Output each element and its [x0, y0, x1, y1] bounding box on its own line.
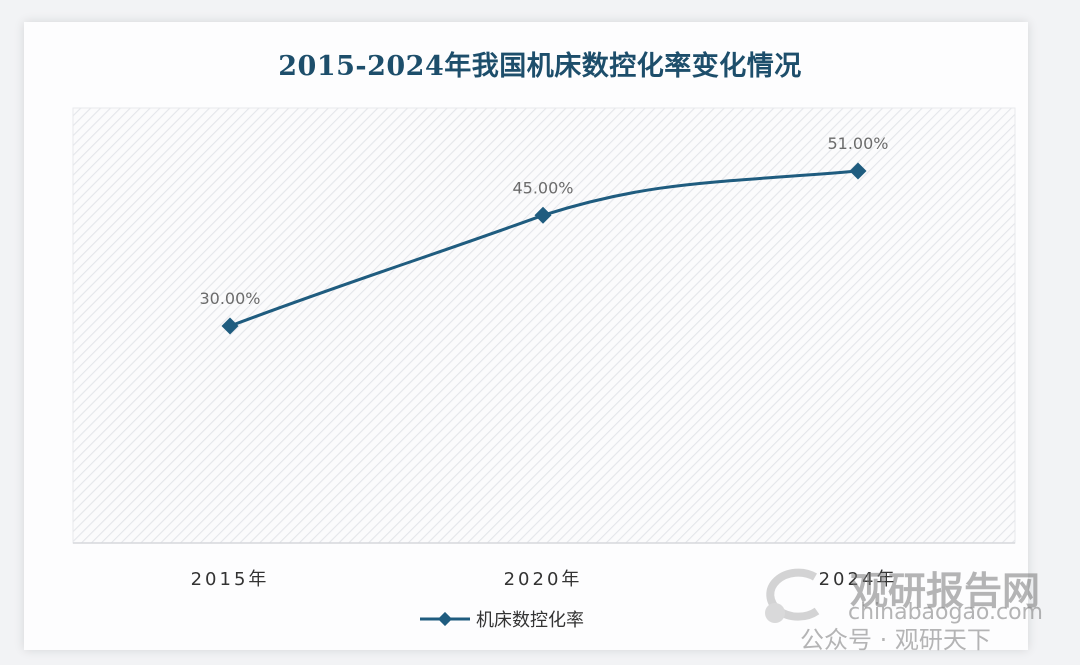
data-point-marker — [849, 162, 867, 180]
x-axis-tick-label: 2020年 — [503, 569, 583, 590]
data-label: 45.00% — [512, 178, 573, 197]
plot-area — [72, 107, 1016, 544]
legend-line-marker-icon — [420, 612, 470, 626]
legend: 机床数控化率 — [420, 606, 584, 632]
watermark-logo-icon — [765, 568, 820, 623]
x-axis-tick-label: 2024年 — [818, 569, 898, 590]
data-point-marker — [221, 317, 239, 335]
chart-title: 2015-2024年我国机床数控化率变化情况 — [278, 51, 802, 82]
watermark-brand: 观研报告网 — [850, 569, 1041, 613]
watermark-wechat: 公众号 · 观研天下 — [800, 626, 991, 654]
watermark-url: chinabaogao.com — [848, 600, 1043, 625]
x-axis-tick-label: 2015年 — [190, 569, 270, 590]
data-point-marker — [534, 206, 552, 224]
legend-label: 机床数控化率 — [476, 610, 584, 631]
data-label: 51.00% — [827, 134, 888, 153]
data-label: 30.00% — [199, 289, 260, 308]
